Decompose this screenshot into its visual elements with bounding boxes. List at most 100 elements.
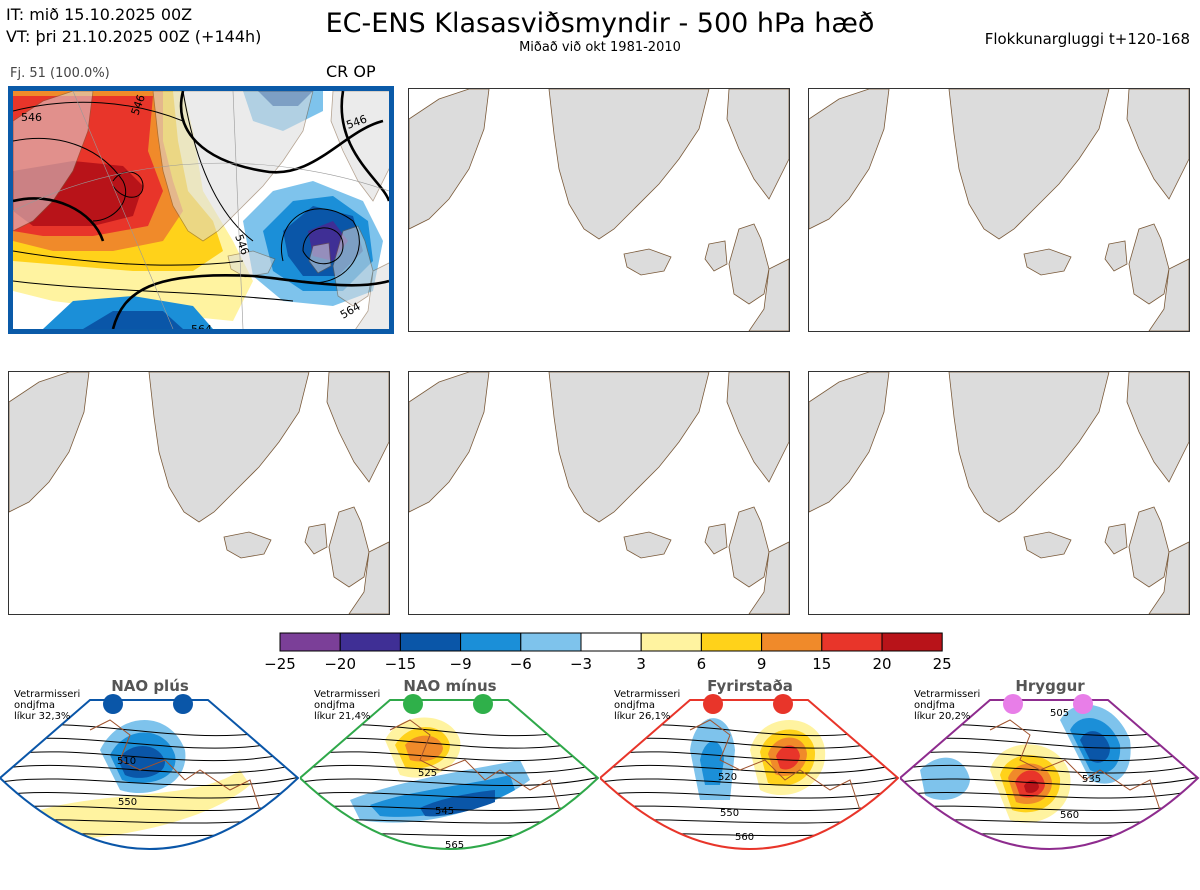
regime-dot <box>403 694 423 714</box>
member-tag: CR OP <box>326 62 376 81</box>
regime-dot <box>1073 694 1093 714</box>
classification-window: Flokkunargluggi t+120-168 <box>984 30 1190 48</box>
height-contour <box>300 828 598 837</box>
colorbar-tick: 15 <box>812 655 832 673</box>
colorbar-cell <box>761 632 823 652</box>
colorbar-tick: −20 <box>324 655 357 673</box>
anomaly-area <box>1010 858 1045 867</box>
height-contour <box>900 828 1198 837</box>
contour-label: 525 <box>418 768 437 779</box>
height-contour <box>300 776 598 786</box>
anomaly-area <box>700 741 724 785</box>
colorbar-cell <box>881 632 943 652</box>
cluster-panel-1[interactable]: 546 546 546 546 564 564 <box>8 86 394 334</box>
contour-label: 565 <box>445 840 464 851</box>
height-contour <box>600 724 898 737</box>
colorbar-cell <box>460 632 522 652</box>
contour-label: 550 <box>118 797 137 808</box>
height-contour <box>600 763 898 774</box>
regime-dot <box>703 694 723 714</box>
regime-text-line: líkur 26,1% <box>614 711 671 722</box>
height-contour <box>0 763 298 774</box>
regime-text-line: Vetrarmisseri <box>14 689 81 700</box>
regime-text-line: Vetrarmisseri <box>314 689 381 700</box>
contour-label: 510 <box>117 756 136 767</box>
cluster-panel-6[interactable] <box>808 371 1190 615</box>
colorbar-tick: −9 <box>449 655 472 673</box>
colorbar-cell <box>339 632 401 652</box>
colorbar-tick: −6 <box>509 655 532 673</box>
contour-label: 545 <box>435 806 454 817</box>
map-background <box>409 89 789 331</box>
height-contour <box>300 815 598 824</box>
regime-probability-text: Vetrarmisseri ondjfma líkur 20,2% <box>914 689 980 722</box>
cluster-panel-3[interactable] <box>808 88 1190 332</box>
regime-text-line: ondjfma <box>14 700 55 711</box>
colorbar-tick: 25 <box>932 655 952 673</box>
anomaly-area <box>40 770 250 840</box>
height-contour <box>600 802 898 812</box>
page-title: EC-ENS Klasasviðsmyndir - 500 hPa hæð <box>325 8 875 39</box>
height-contour <box>0 750 298 762</box>
colorbar-tick: 3 <box>636 655 646 673</box>
height-contour <box>900 724 1198 737</box>
anomaly-area <box>1080 731 1110 763</box>
regime-frame <box>0 699 300 850</box>
colorbar <box>279 632 943 652</box>
colorbar-tick: −25 <box>264 655 296 673</box>
height-contour <box>900 789 1198 799</box>
colorbar-cell <box>279 632 341 652</box>
height-contour <box>600 750 898 762</box>
anomaly-area <box>1024 780 1039 793</box>
height-contour <box>600 815 898 824</box>
cluster-panel-4[interactable] <box>8 371 390 615</box>
colorbar-cell <box>399 632 462 652</box>
height-contour <box>0 828 298 837</box>
regime-text-line: líkur 32,3% <box>14 711 71 722</box>
colorbar-tick: 6 <box>696 655 707 673</box>
regime-frame <box>900 699 1200 850</box>
height-contour <box>300 750 598 762</box>
regime-probability-text: Vetrarmisseri ondjfma líkur 26,1% <box>614 689 680 722</box>
height-contour <box>0 789 298 799</box>
regime-text-line: líkur 21,4% <box>314 711 371 722</box>
map-background <box>809 372 1189 614</box>
regime-text-line: Vetrarmisseri <box>914 689 981 700</box>
contour-label-a: 546 <box>21 111 42 124</box>
height-contour <box>900 763 1198 774</box>
regime-text-line: ondjfma <box>314 700 355 711</box>
regime-dot <box>1003 694 1023 714</box>
colorbar-tick: −15 <box>384 655 417 673</box>
height-contour <box>600 776 898 786</box>
anomaly-area <box>420 790 495 817</box>
regime-map: 505 535 560 <box>900 694 1200 867</box>
map-background <box>809 89 1189 331</box>
colorbar-tick: 20 <box>872 655 892 673</box>
regime-dot <box>773 694 793 714</box>
map-background <box>9 372 389 614</box>
regime-dot <box>173 694 193 714</box>
regime-title: NAO mínus <box>403 677 497 695</box>
height-contour <box>900 776 1198 786</box>
cluster-panel-5[interactable] <box>408 371 790 615</box>
regime-text-line: Vetrarmisseri <box>614 689 681 700</box>
page-subtitle: Miðað við okt 1981-2010 <box>519 40 681 55</box>
cluster-panel-2[interactable] <box>408 88 790 332</box>
header-times: IT: mið 15.10.2025 00Z VT: þri 21.10.202… <box>6 4 261 48</box>
initial-time: IT: mið 15.10.2025 00Z <box>6 5 193 24</box>
regime-probability-text: Vetrarmisseri ondjfma líkur 32,3% <box>14 689 80 722</box>
regime-dot <box>473 694 493 714</box>
contour-label: 520 <box>718 772 737 783</box>
regime-text-line: ondjfma <box>614 700 655 711</box>
anomaly-area <box>118 745 165 778</box>
regime-map: 525 545 565 <box>300 694 600 851</box>
colorbar-tick: 9 <box>756 655 767 673</box>
regime-frame <box>600 699 900 850</box>
contour-label: 560 <box>1060 810 1079 821</box>
cluster-map-1: 546 546 546 546 564 564 <box>13 91 389 329</box>
contour-label: 560 <box>735 832 754 843</box>
colorbar-cell <box>580 632 642 652</box>
height-contour <box>300 763 598 774</box>
contour-label-f: 564 <box>191 323 212 329</box>
contour-label: 505 <box>1050 708 1069 719</box>
